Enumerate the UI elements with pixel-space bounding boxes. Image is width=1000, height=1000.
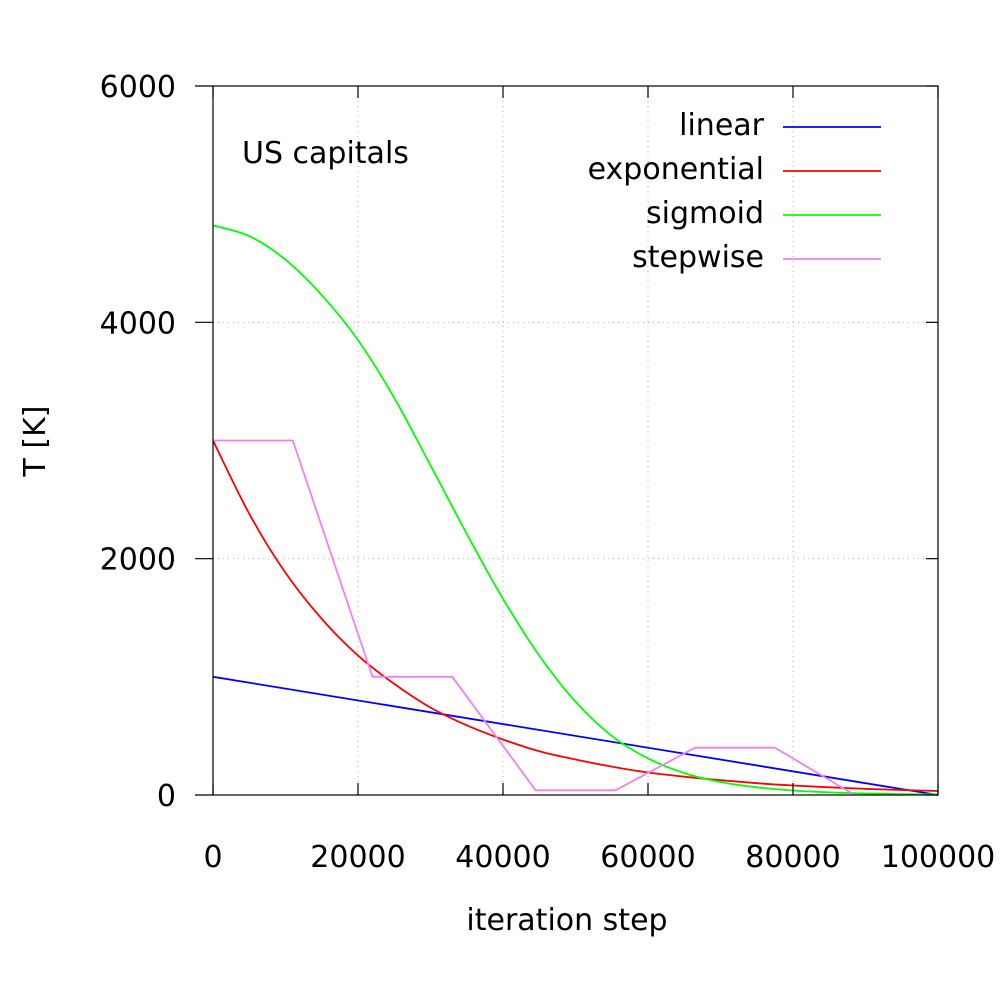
y-tick-label: 4000 xyxy=(100,306,176,341)
y-axis-label: T [K] xyxy=(18,406,53,478)
ticks xyxy=(195,85,939,796)
y-tick-label: 2000 xyxy=(100,543,176,578)
x-tick-labels: 0 20000 40000 60000 80000 100000 xyxy=(203,840,995,875)
plot-frame xyxy=(212,85,939,796)
legend-label-sigmoid: sigmoid xyxy=(646,196,764,231)
y-tick-label: 6000 xyxy=(100,70,176,105)
legend-label-linear: linear xyxy=(679,108,765,143)
x-axis-label: iteration step xyxy=(466,903,667,938)
series-lines xyxy=(212,224,939,796)
series-line-stepwise xyxy=(213,439,856,796)
series-line-sigmoid xyxy=(212,224,939,796)
legend: linear exponential sigmoid stepwise xyxy=(588,108,881,275)
x-tick-label: 80000 xyxy=(745,840,840,875)
x-tick-label: 60000 xyxy=(600,840,695,875)
y-tick-labels: 0 2000 4000 6000 xyxy=(100,70,176,814)
chart-annotation: US capitals xyxy=(242,136,409,171)
x-tick-label: 40000 xyxy=(455,840,550,875)
y-tick-label: 0 xyxy=(157,779,176,814)
x-tick-label: 20000 xyxy=(310,840,405,875)
grid-lines xyxy=(213,86,938,795)
series-line-exponential xyxy=(212,440,939,792)
legend-label-stepwise: stepwise xyxy=(632,240,764,275)
x-tick-label: 0 xyxy=(203,840,222,875)
series-line-linear xyxy=(212,675,939,796)
legend-label-exponential: exponential xyxy=(588,152,764,187)
x-tick-label: 100000 xyxy=(881,840,996,875)
